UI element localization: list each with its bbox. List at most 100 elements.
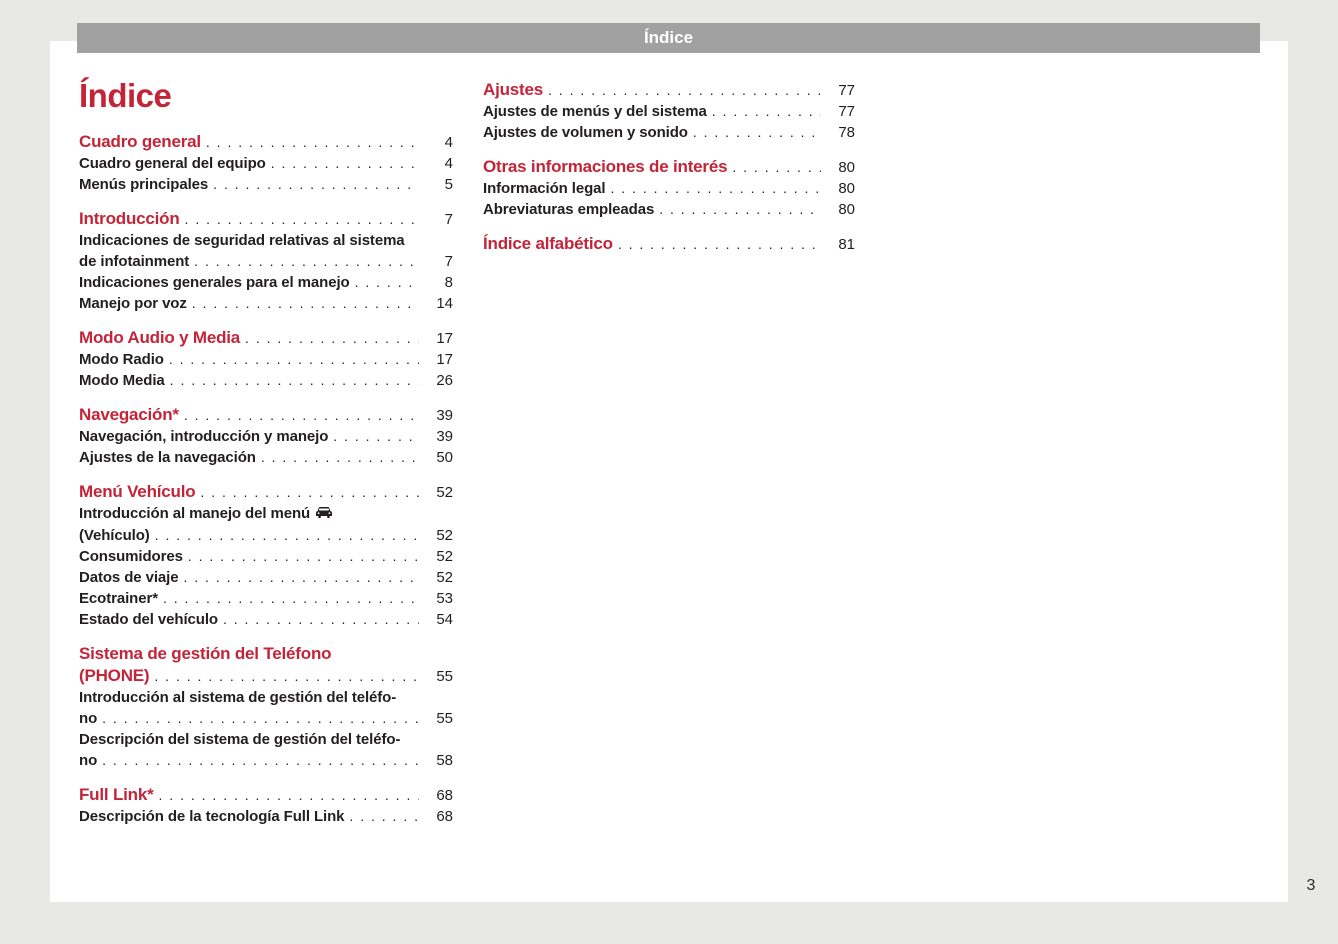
toc-entry-page: 7 <box>444 211 453 228</box>
toc-entry-label: Información legal <box>483 180 606 197</box>
toc-entry-page: 78 <box>838 124 855 141</box>
toc-heading-label: Full Link* <box>79 785 154 804</box>
toc-heading-label: Cuadro general <box>79 132 201 151</box>
toc-section: Otras informaciones de interés. . . . . … <box>483 156 855 220</box>
toc-entry-page: 77 <box>838 82 855 99</box>
toc-section: Full Link*. . . . . . . . . . . . . . . … <box>79 784 453 827</box>
toc-heading: Modo Audio y Media. . . . . . . . . . . … <box>79 327 453 349</box>
toc-entry: Ajustes de menús y del sistema. . . . . … <box>483 101 855 122</box>
toc-section: Introducción. . . . . . . . . . . . . . … <box>79 208 453 314</box>
toc-entry-page: 4 <box>444 134 453 151</box>
dot-leader: . . . . . . . . . . . . . . . . . . . . … <box>168 351 419 367</box>
toc-entry-label: Descripción del sistema de gestión del t… <box>79 731 401 748</box>
toc-heading: Otras informaciones de interés. . . . . … <box>483 156 855 178</box>
toc-column-left: Índice Cuadro general . . . . . . . . . .… <box>79 77 453 840</box>
toc-entry: Introducción al sistema de gestión del t… <box>79 687 453 729</box>
toc-entry: Datos de viaje. . . . . . . . . . . . . … <box>79 567 453 588</box>
toc-entry-page: 77 <box>838 103 855 120</box>
dot-leader: . . . . . . . . . . . . . . . . . . . . … <box>194 253 419 269</box>
page-header-bar: Índice <box>77 23 1260 53</box>
toc-entry-label: Ajustes de volumen y sonido <box>483 124 688 141</box>
toc-entry-label: Abreviaturas empleadas <box>483 201 655 218</box>
page-number: 3 <box>1306 877 1316 894</box>
toc-section: Sistema de gestión del Teléfono (PHONE). … <box>79 643 453 771</box>
toc-list-left: Cuadro general . . . . . . . . . . . . . … <box>79 131 453 827</box>
toc-heading-label: (PHONE) <box>79 666 150 685</box>
toc-entry-page: 17 <box>436 330 453 347</box>
dot-leader: . . . . . . . . . . . . . . . . . . . . … <box>162 590 419 606</box>
toc-entry-page: 26 <box>436 372 453 389</box>
toc-heading: Menú Vehículo. . . . . . . . . . . . . .… <box>79 481 453 503</box>
dot-leader: . . . . . . . . . . . . . . . . . . . . … <box>692 124 821 140</box>
toc-entry: Indicaciones de seguridad relativas al s… <box>79 230 453 272</box>
dot-leader: . . . . . . . . . . . . . . . . . . . . … <box>711 103 821 119</box>
toc-entry-page: 52 <box>436 484 453 501</box>
toc-entry-page: 80 <box>838 201 855 218</box>
car-icon <box>315 504 333 525</box>
dot-leader: . . . . . . . . . . . . . . . . . . . . … <box>183 407 419 423</box>
toc-entry-label: Cuadro general del equipo <box>79 155 266 172</box>
dot-leader: . . . . . . . . . . . . . . . . . . . . … <box>610 180 822 196</box>
toc-entry-page: 7 <box>444 253 453 270</box>
dot-leader: . . . . . . . . . . . . . . . . . . . . … <box>659 201 821 217</box>
dot-leader: . . . . . . . . . . . . . . . . . . . . … <box>260 449 419 465</box>
toc-entry: Ajustes de la navegación. . . . . . . . … <box>79 447 453 468</box>
toc-section: Modo Audio y Media. . . . . . . . . . . … <box>79 327 453 391</box>
toc-entry-label: Ecotrainer* <box>79 590 158 607</box>
toc-entry-page: 50 <box>436 449 453 466</box>
toc-entry-label: Indicaciones de seguridad relativas al s… <box>79 232 405 249</box>
dot-leader: . . . . . . . . . . . . . . . . . . . . … <box>158 787 419 803</box>
toc-entry-page: 55 <box>436 710 453 727</box>
toc-entry-label: Menús principales <box>79 176 209 193</box>
toc-heading-label: Navegación* <box>79 405 179 424</box>
dot-leader: . . . . . . . . . . . . . . . . . . . . … <box>154 668 419 684</box>
dot-leader: . . . . . . . . . . . . . . . . . . . . … <box>102 710 419 726</box>
toc-entry-page: 68 <box>436 787 453 804</box>
dot-leader: . . . . . . . . . . . . . . . . . . . . … <box>191 295 419 311</box>
toc-entry-label: (Vehículo) <box>79 527 150 544</box>
toc-entry-label: Navegación, introducción y manejo <box>79 428 329 445</box>
toc-heading: Full Link*. . . . . . . . . . . . . . . … <box>79 784 453 806</box>
toc-entry: Descripción de la tecnología Full Link. … <box>79 806 453 827</box>
toc-entry-page: 80 <box>838 180 855 197</box>
dot-leader: . . . . . . . . . . . . . . . . . . . . … <box>213 176 419 192</box>
toc-content: Índice Cuadro general . . . . . . . . . .… <box>79 77 855 840</box>
toc-entry: Navegación, introducción y manejo. . . .… <box>79 426 453 447</box>
toc-entry: Menús principales. . . . . . . . . . . .… <box>79 174 453 195</box>
toc-entry: Ecotrainer*. . . . . . . . . . . . . . .… <box>79 588 453 609</box>
toc-entry: Indicaciones generales para el manejo. .… <box>79 272 453 293</box>
page-header-title: Índice <box>643 28 694 47</box>
toc-heading: Introducción. . . . . . . . . . . . . . … <box>79 208 453 230</box>
toc-entry: Consumidores. . . . . . . . . . . . . . … <box>79 546 453 567</box>
toc-heading: Navegación*. . . . . . . . . . . . . . .… <box>79 404 453 426</box>
toc-entry-label: Datos de viaje <box>79 569 179 586</box>
toc-entry-page: 81 <box>838 236 855 253</box>
toc-entry-label: Introducción al manejo del menú <box>79 505 311 522</box>
toc-heading-label: Ajustes <box>483 80 544 99</box>
toc-entry-page: 39 <box>436 407 453 424</box>
document-page: Índice Cuadro general . . . . . . . . . .… <box>50 41 1288 902</box>
toc-entry-page: 4 <box>444 155 453 172</box>
toc-entry: Introducción al manejo del menú (Vehículo… <box>79 503 453 546</box>
toc-heading-label: Índice alfabético <box>483 234 613 253</box>
dot-leader: . . . . . . . . . . . . . . . . . . . . … <box>548 82 821 98</box>
toc-heading: Sistema de gestión del Teléfono (PHONE). … <box>79 643 453 687</box>
toc-heading-label: Sistema de gestión del Teléfono <box>79 644 332 663</box>
toc-entry-page: 55 <box>436 668 453 685</box>
toc-entry: Cuadro general del equipo. . . . . . . .… <box>79 153 453 174</box>
toc-entry: Modo Radio. . . . . . . . . . . . . . . … <box>79 349 453 370</box>
toc-entry-label: de infotainment <box>79 253 190 270</box>
toc-heading-label: Menú Vehículo <box>79 482 196 501</box>
dot-leader: . . . . . . . . . . . . . . . . . . . . … <box>354 274 419 290</box>
toc-entry-label: Estado del vehículo <box>79 611 218 628</box>
toc-entry-page: 53 <box>436 590 453 607</box>
toc-entry: Modo Media. . . . . . . . . . . . . . . … <box>79 370 453 391</box>
toc-entry-label: Introducción al sistema de gestión del t… <box>79 689 397 706</box>
toc-entry-page: 14 <box>436 295 453 312</box>
dot-leader: . . . . . . . . . . . . . . . . . . . . … <box>245 330 419 346</box>
dot-leader: . . . . . . . . . . . . . . . . . . . . … <box>102 752 419 768</box>
toc-entry-page: 54 <box>436 611 453 628</box>
toc-list-right: Ajustes. . . . . . . . . . . . . . . . .… <box>483 79 855 255</box>
toc-entry-label: Manejo por voz <box>79 295 187 312</box>
toc-section: Ajustes. . . . . . . . . . . . . . . . .… <box>483 79 855 143</box>
